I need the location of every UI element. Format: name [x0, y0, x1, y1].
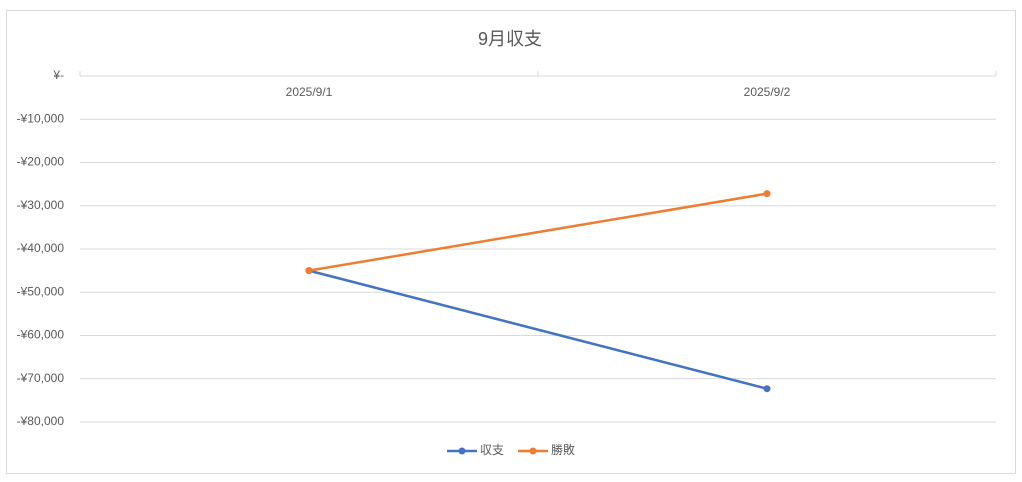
legend-label: 収支	[480, 443, 504, 457]
y-tick-label: -¥10,000	[17, 111, 65, 125]
chart-border	[6, 10, 1016, 474]
x-tick-label: 2025/9/2	[744, 85, 791, 99]
y-tick-label: -¥70,000	[17, 371, 65, 385]
chart-title: 9月収支	[478, 29, 542, 49]
y-tick-label: -¥20,000	[17, 155, 65, 169]
y-tick-label: -¥30,000	[17, 198, 65, 212]
marker	[763, 385, 771, 393]
y-tick-label: -¥40,000	[17, 241, 65, 255]
legend-marker	[529, 447, 537, 455]
line	[308, 269, 768, 390]
legend-marker	[458, 447, 466, 455]
line	[308, 192, 768, 272]
y-tick-label: ¥-	[52, 68, 64, 82]
legend-label: 勝敗	[551, 442, 575, 457]
y-tick-label: -¥50,000	[17, 284, 65, 298]
y-tick-label: -¥80,000	[17, 414, 65, 428]
marker	[305, 267, 313, 275]
x-tick-label: 2025/9/1	[286, 85, 333, 99]
y-tick-label: -¥60,000	[17, 328, 65, 342]
marker	[763, 190, 771, 198]
